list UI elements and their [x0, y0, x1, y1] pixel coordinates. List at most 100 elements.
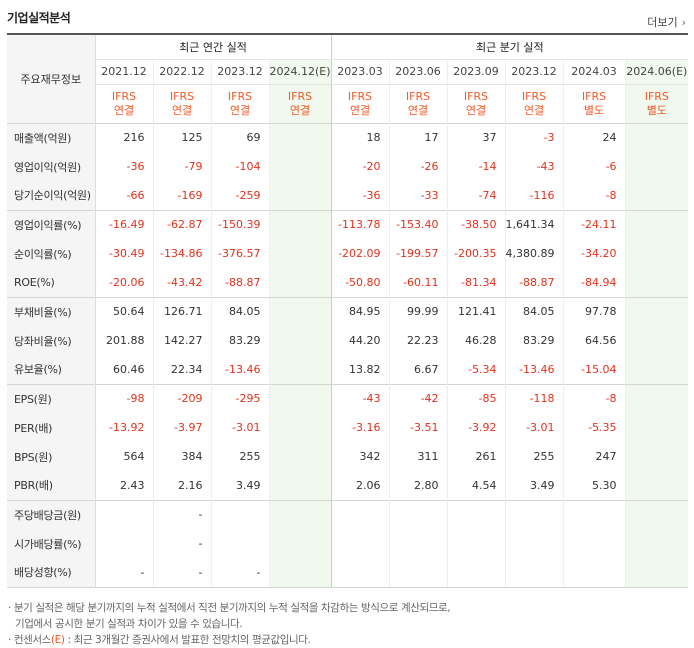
table-cell: [210, 529, 269, 558]
footnotes: · 분기 실적은 해당 분기까지의 누적 실적에서 직전 분기까지의 누적 실적…: [8, 600, 451, 648]
table-cell: -81.34: [446, 268, 506, 297]
table-cell: -3.97: [152, 413, 211, 442]
table-cell: 84.05: [504, 296, 564, 326]
table-cell: -88.87: [504, 268, 564, 297]
table-cell: -36: [126, 160, 145, 173]
note-quarterly-cont: 기업에서 공시한 분기 실적과 차이가 있을 수 있습니다.: [15, 618, 243, 630]
row-label: 당기순이익(억원): [7, 181, 96, 210]
table-cell: -3.16: [330, 413, 390, 442]
table-cell: [388, 499, 448, 529]
table-cell: -116: [504, 181, 564, 210]
ifrs-label: IFRS 별도: [562, 84, 626, 123]
table-cell: -38.50: [446, 209, 506, 239]
chevron-right-icon: ›: [681, 15, 686, 29]
table-cell: [330, 499, 390, 529]
table-cell: [624, 413, 689, 442]
table-cell: [268, 152, 332, 181]
table-cell: 342: [330, 442, 390, 471]
table-cell: -3.01: [210, 413, 269, 442]
note-consensus: · 컨센서스(E) : 최근 3개월간 증권사에서 발표한 전망치의 평균값입니…: [8, 634, 311, 646]
table-cell: [624, 529, 689, 558]
table-cell: [624, 268, 689, 297]
table-cell: -118: [504, 383, 564, 413]
table-cell: 384: [152, 442, 211, 471]
row-label: PER(배): [7, 413, 96, 442]
table-cell: 2.80: [388, 471, 448, 500]
table-cell: -200.35: [446, 239, 506, 268]
table-cell: -24.11: [562, 209, 626, 239]
table-cell: 125: [152, 122, 211, 152]
table-cell: -134.86: [152, 239, 211, 268]
table-cell: 3.49: [504, 471, 564, 500]
table-row: 매출액(억원) 216 125 69 18 17 37 -3 24: [7, 122, 689, 152]
ifrs-label: IFRS 연결: [210, 84, 269, 123]
period-header: 2024.06(E): [624, 59, 689, 85]
row-label: 매출액(억원): [7, 122, 96, 152]
table-cell: 126.71: [152, 296, 211, 326]
table-cell: 3.49: [210, 471, 269, 500]
table-cell: [268, 383, 332, 413]
table-cell: 255: [210, 442, 269, 471]
period-header: 2023.03: [330, 59, 390, 85]
table-cell: [268, 442, 332, 471]
table-cell: 84.05: [210, 296, 269, 326]
table-cell: [624, 442, 689, 471]
row-label: 부채비율(%): [7, 296, 96, 326]
ifrs-label: IFRS 연결: [446, 84, 506, 123]
table-row: EPS(원) -98 -209 -295 -43 -42 -85 -118 -8: [7, 383, 689, 413]
table-cell: 2.06: [330, 471, 390, 500]
table-cell: -62.87: [152, 209, 211, 239]
table-cell: [624, 296, 689, 326]
table-cell: -209: [152, 383, 211, 413]
table-cell: [562, 499, 626, 529]
table-cell: [330, 529, 390, 558]
table-cell: 22.23: [388, 326, 448, 355]
table-cell: [624, 239, 689, 268]
table-cell: 13.82: [330, 355, 390, 384]
table-cell: -36: [330, 181, 390, 210]
period-header: 2023.06: [388, 59, 448, 85]
table-cell: 1,641.34: [504, 209, 564, 239]
label-header: 주요재무정보: [7, 33, 96, 123]
row-label: 영업이익(억원): [7, 152, 96, 181]
table-row: 당기순이익(억원) -66 -169 -259 -36 -33 -74 -116 -8: [7, 181, 689, 210]
table-row: PBR(배) 2.43 2.16 3.49 2.06 2.80 4.54 3.49 5.30: [7, 471, 689, 500]
table-cell: [504, 499, 564, 529]
table-cell: 311: [388, 442, 448, 471]
table-cell: [624, 152, 689, 181]
table-row: 당좌비율(%) 201.88 142.27 83.29 44.20 22.23 46.28 8…: [7, 326, 689, 355]
table-cell: -13.46: [504, 355, 564, 384]
annual-group-header: 최근 연간 실적: [95, 33, 332, 60]
table-cell: -: [152, 558, 211, 588]
table-cell: [504, 558, 564, 588]
table-cell: 216: [95, 122, 153, 152]
table-cell: 18: [330, 122, 390, 152]
more-label: 더보기: [647, 16, 678, 29]
table-cell: 83.29: [210, 326, 269, 355]
row-label: 유보율(%): [7, 355, 96, 384]
table-cell: -3: [504, 122, 564, 152]
table-cell: -3.92: [446, 413, 506, 442]
table-cell: [562, 558, 626, 588]
table-cell: -88.87: [210, 268, 269, 297]
table-cell: [210, 499, 269, 529]
table-cell: 97.78: [562, 296, 626, 326]
table-cell: [95, 529, 153, 558]
table-cell: 4,380.89: [504, 239, 564, 268]
more-link[interactable]: 더보기 ›: [647, 14, 686, 30]
table-cell: [268, 355, 332, 384]
table-cell: [624, 326, 689, 355]
table-cell: -74: [446, 181, 506, 210]
ifrs-label: IFRS 연결: [504, 84, 564, 123]
quarterly-group-header: 최근 분기 실적: [330, 33, 689, 60]
table-cell: [268, 209, 332, 239]
table-cell: [268, 181, 332, 210]
table-cell: 46.28: [446, 326, 506, 355]
table-row: 부채비율(%) 50.64 126.71 84.05 84.95 99.99 121.41 8…: [7, 296, 689, 326]
table-row: BPS(원) 564 384 255 342 311 261 255 247: [7, 442, 689, 471]
row-label: PBR(배): [7, 471, 96, 500]
table-row: 시가배당률(%) -: [7, 529, 689, 558]
table-cell: -60.11: [388, 268, 448, 297]
table-cell: -259: [210, 181, 269, 210]
